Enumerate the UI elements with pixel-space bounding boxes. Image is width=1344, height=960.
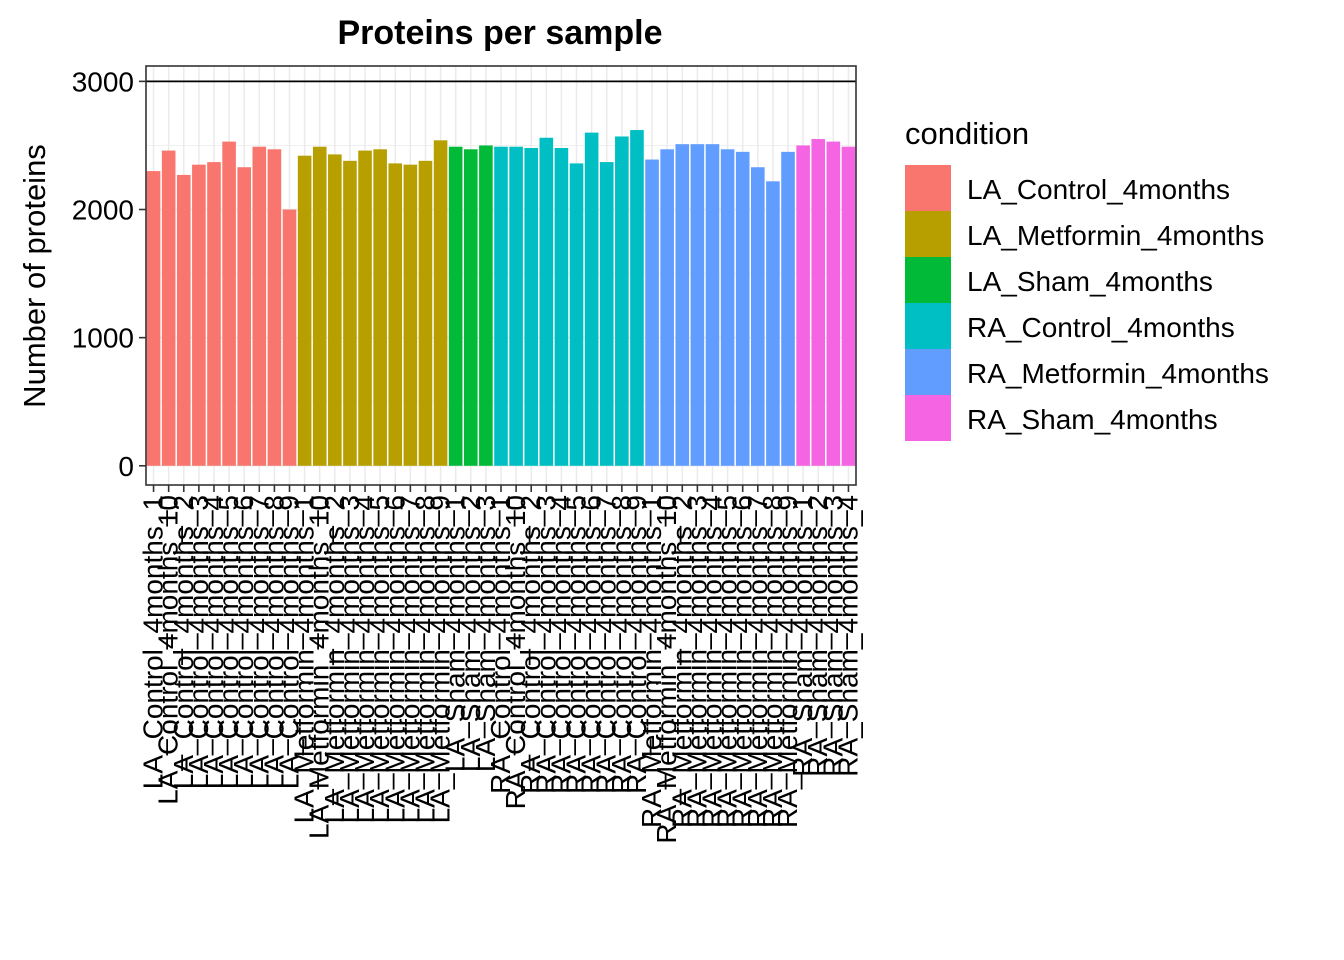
legend-label: RA_Control_4months — [967, 312, 1235, 343]
bar — [675, 144, 689, 466]
bar — [177, 175, 191, 466]
bar — [585, 133, 599, 466]
bar — [630, 130, 644, 466]
bar — [811, 139, 825, 466]
legend-swatch — [905, 395, 951, 441]
bar — [434, 140, 448, 465]
bar — [524, 148, 538, 466]
bar — [796, 145, 810, 465]
bar — [283, 210, 297, 466]
bar — [479, 145, 493, 465]
bar — [721, 149, 735, 465]
bar — [222, 142, 236, 466]
bar — [645, 160, 659, 466]
legend-swatch — [905, 165, 951, 211]
bar — [600, 162, 614, 466]
bar — [147, 171, 161, 466]
bar — [660, 149, 674, 465]
bar — [373, 149, 387, 465]
legend-swatch — [905, 303, 951, 349]
y-tick-label: 2000 — [72, 195, 134, 226]
legend-items: LA_Control_4months LA_Metformin_4months LA… — [905, 165, 1269, 441]
legend-swatch — [905, 211, 951, 257]
bar — [691, 144, 705, 466]
bar — [313, 147, 327, 466]
legend-label: RA_Metformin_4months — [967, 358, 1269, 389]
bar — [404, 165, 418, 466]
bar — [706, 144, 720, 466]
bar — [827, 142, 841, 466]
bar — [615, 136, 629, 465]
y-axis-label: Number of proteins — [17, 144, 52, 408]
bar — [842, 147, 856, 466]
bar — [540, 138, 554, 466]
legend-label: LA_Metformin_4months — [967, 220, 1264, 251]
bar — [388, 163, 402, 465]
bar — [419, 161, 433, 466]
x-axis: LA_Control_4months_1LA_Control_4months_1… — [138, 485, 864, 844]
bar — [509, 147, 523, 466]
bar — [555, 148, 569, 466]
bar — [328, 154, 342, 465]
legend-title: condition — [905, 116, 1029, 151]
legend-label: LA_Sham_4months — [967, 266, 1213, 297]
bar — [192, 165, 206, 466]
bar — [464, 149, 478, 465]
y-axis: 0 1000 2000 3000 — [72, 66, 146, 481]
y-tick-label: 3000 — [72, 66, 134, 97]
bar — [494, 147, 508, 466]
bar — [298, 156, 312, 466]
legend-label: LA_Control_4months — [967, 174, 1230, 205]
y-tick-label: 1000 — [72, 323, 134, 354]
bars — [147, 130, 855, 466]
bar — [766, 181, 780, 465]
bar — [570, 163, 584, 465]
bar — [253, 147, 267, 466]
legend: condition LA_Control_4months LA_Metformin… — [905, 116, 1269, 441]
legend-label: RA_Sham_4months — [967, 404, 1218, 435]
bar — [781, 152, 795, 466]
x-tick-label: RA_Sham_4months_4 — [832, 495, 863, 777]
bar — [358, 151, 372, 466]
bar — [237, 167, 251, 466]
bar — [162, 151, 176, 466]
bar — [343, 161, 357, 466]
chart-title: Proteins per sample — [337, 14, 662, 52]
bar — [268, 149, 282, 465]
bar — [449, 147, 463, 466]
legend-swatch — [905, 257, 951, 303]
y-tick-label: 0 — [118, 451, 134, 482]
bar — [207, 162, 221, 466]
bar — [751, 167, 765, 466]
legend-swatch — [905, 349, 951, 395]
bar — [736, 152, 750, 466]
